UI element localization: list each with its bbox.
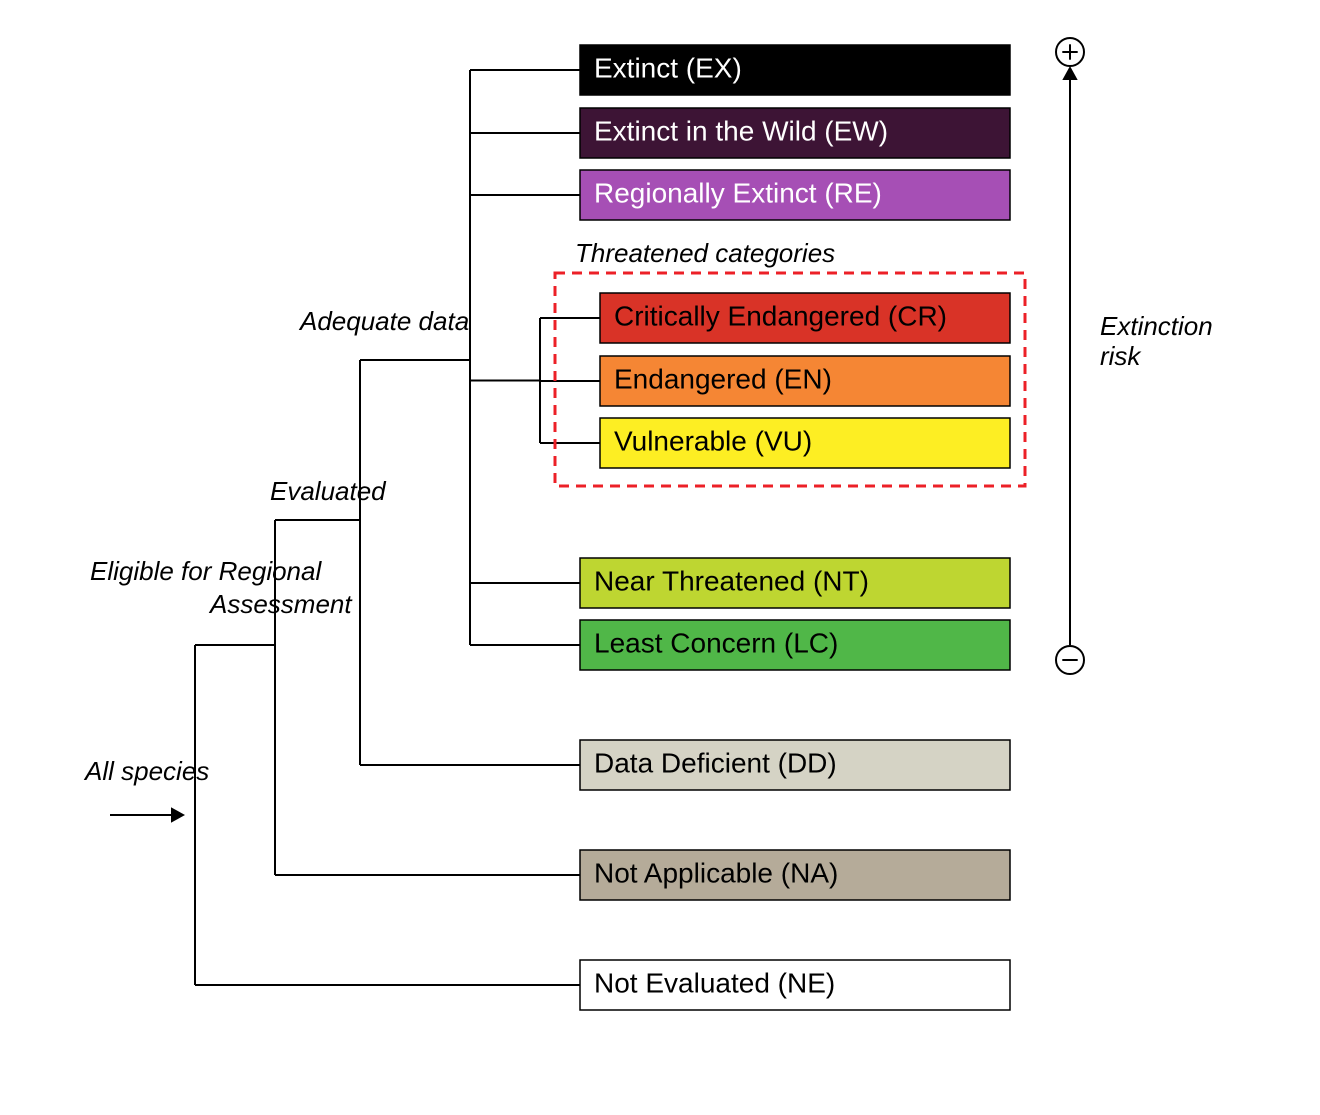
- category-label-en: Endangered (EN): [614, 363, 832, 394]
- risk-axis-label-2: risk: [1100, 341, 1142, 371]
- risk-axis-label-1: Extinction: [1100, 311, 1213, 341]
- category-label-re: Regionally Extinct (RE): [594, 177, 882, 208]
- category-label-vu: Vulnerable (VU): [614, 425, 812, 456]
- category-box-na: Not Applicable (NA): [580, 850, 1010, 900]
- branch-label-evaluated: Evaluated: [270, 476, 387, 506]
- category-label-na: Not Applicable (NA): [594, 857, 838, 888]
- branch-label-allspecies: All species: [83, 756, 209, 786]
- branch-label-adequate: Adequate data: [298, 306, 469, 336]
- category-label-dd: Data Deficient (DD): [594, 747, 837, 778]
- category-box-cr: Critically Endangered (CR): [600, 293, 1010, 343]
- all-species-arrow-head: [171, 807, 185, 822]
- category-label-lc: Least Concern (LC): [594, 627, 838, 658]
- category-label-ew: Extinct in the Wild (EW): [594, 115, 888, 146]
- branch-label-eligible2: Assessment: [208, 589, 353, 619]
- risk-axis-arrowhead: [1062, 66, 1077, 80]
- threatened-group-label: Threatened categories: [575, 238, 835, 268]
- category-box-en: Endangered (EN): [600, 356, 1010, 406]
- category-label-ex: Extinct (EX): [594, 52, 742, 83]
- category-label-cr: Critically Endangered (CR): [614, 300, 947, 331]
- category-box-dd: Data Deficient (DD): [580, 740, 1010, 790]
- category-box-lc: Least Concern (LC): [580, 620, 1010, 670]
- category-box-nt: Near Threatened (NT): [580, 558, 1010, 608]
- minus-icon: [1056, 646, 1084, 674]
- category-box-ex: Extinct (EX): [580, 45, 1010, 95]
- category-box-vu: Vulnerable (VU): [600, 418, 1010, 468]
- category-label-nt: Near Threatened (NT): [594, 565, 869, 596]
- category-box-ew: Extinct in the Wild (EW): [580, 108, 1010, 158]
- category-label-ne: Not Evaluated (NE): [594, 967, 835, 998]
- branch-label-eligible1: Eligible for Regional: [90, 556, 322, 586]
- category-box-ne: Not Evaluated (NE): [580, 960, 1010, 1010]
- plus-icon: [1056, 38, 1084, 66]
- category-box-re: Regionally Extinct (RE): [580, 170, 1010, 220]
